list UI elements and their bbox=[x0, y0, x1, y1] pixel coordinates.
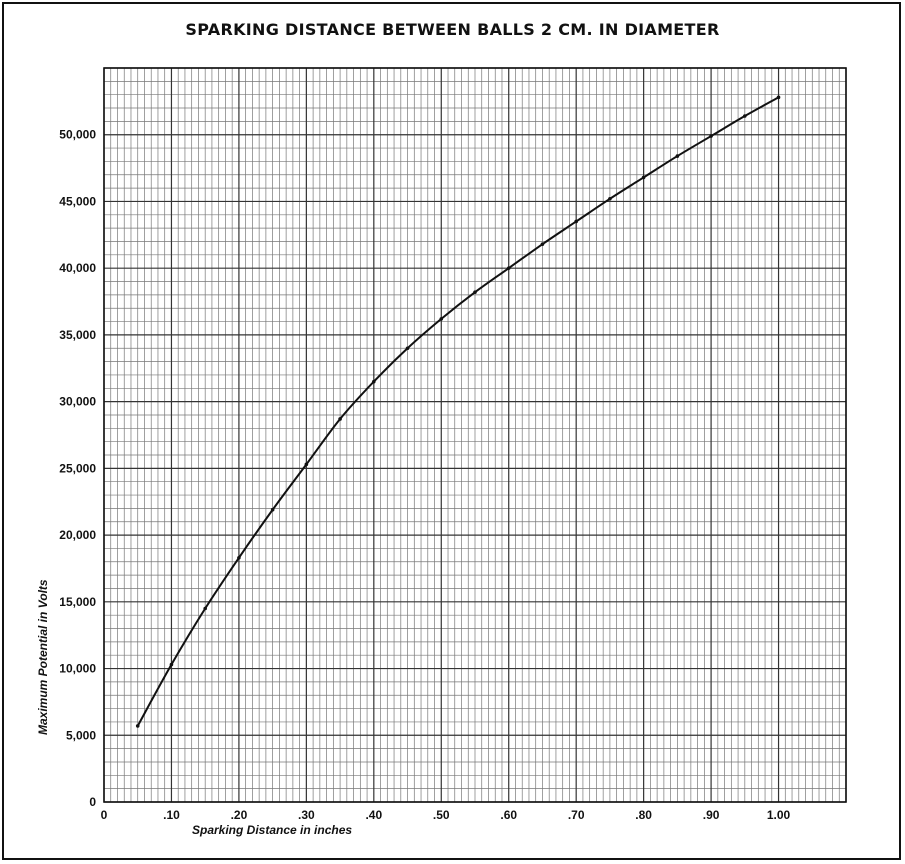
y-tick-label: 5,000 bbox=[66, 728, 96, 742]
x-tick-label: 0 bbox=[101, 808, 108, 822]
minor-grid bbox=[104, 68, 846, 802]
x-tick-label: .20 bbox=[231, 808, 248, 822]
data-point bbox=[675, 154, 680, 158]
y-axis-label: Maximum Potential in Volts bbox=[36, 579, 50, 735]
x-tick-label: .60 bbox=[500, 808, 517, 822]
x-tick-label: .40 bbox=[365, 808, 382, 822]
x-tick-labels: 0 .10 .20 .30 .40 .50 .60 .70 .80 .90 1.00 bbox=[101, 808, 791, 822]
data-point bbox=[641, 175, 646, 180]
data-point bbox=[270, 507, 275, 512]
y-tick-labels: 0 5,000 10,000 15,000 20,000 25,000 30,000 35,0… bbox=[59, 128, 96, 809]
x-tick-label: .50 bbox=[433, 808, 450, 822]
data-point bbox=[473, 290, 477, 295]
data-point bbox=[304, 462, 309, 467]
data-point bbox=[574, 219, 578, 224]
y-tick-label: 30,000 bbox=[59, 395, 96, 409]
data-point bbox=[608, 196, 612, 201]
y-tick-label: 15,000 bbox=[59, 595, 96, 609]
x-tick-label: .80 bbox=[635, 808, 652, 822]
data-point bbox=[135, 724, 140, 728]
data-point bbox=[372, 379, 376, 384]
data-point bbox=[237, 555, 241, 560]
data-point bbox=[439, 317, 444, 321]
series-line-potential bbox=[136, 96, 780, 727]
data-point bbox=[709, 134, 713, 138]
y-tick-label: 0 bbox=[89, 795, 96, 809]
x-tick-label: .70 bbox=[568, 808, 585, 822]
y-tick-label: 50,000 bbox=[59, 128, 96, 142]
x-tick-label: 1.00 bbox=[767, 808, 791, 822]
y-tick-label: 35,000 bbox=[59, 328, 96, 342]
y-tick-label: 10,000 bbox=[59, 662, 96, 676]
x-axis-label: Sparking Distance in inches bbox=[192, 823, 352, 837]
data-point bbox=[338, 417, 342, 421]
plot-border bbox=[103, 67, 847, 803]
x-tick-label: .90 bbox=[703, 808, 720, 822]
y-tick-label: 45,000 bbox=[59, 194, 96, 208]
data-point bbox=[203, 606, 207, 611]
data-point bbox=[506, 266, 511, 270]
data-point bbox=[540, 242, 545, 246]
x-tick-label: .10 bbox=[163, 808, 180, 822]
data-points bbox=[135, 95, 781, 728]
chart-title: SPARKING DISTANCE BETWEEN BALLS 2 CM. IN… bbox=[185, 20, 720, 39]
data-point bbox=[776, 95, 781, 100]
y-tick-label: 20,000 bbox=[59, 528, 96, 542]
data-point bbox=[169, 662, 174, 667]
data-point bbox=[405, 346, 410, 351]
y-tick-label: 25,000 bbox=[59, 461, 96, 475]
y-tick-label: 40,000 bbox=[59, 261, 96, 275]
x-tick-label: .30 bbox=[298, 808, 315, 822]
data-point bbox=[743, 114, 747, 118]
